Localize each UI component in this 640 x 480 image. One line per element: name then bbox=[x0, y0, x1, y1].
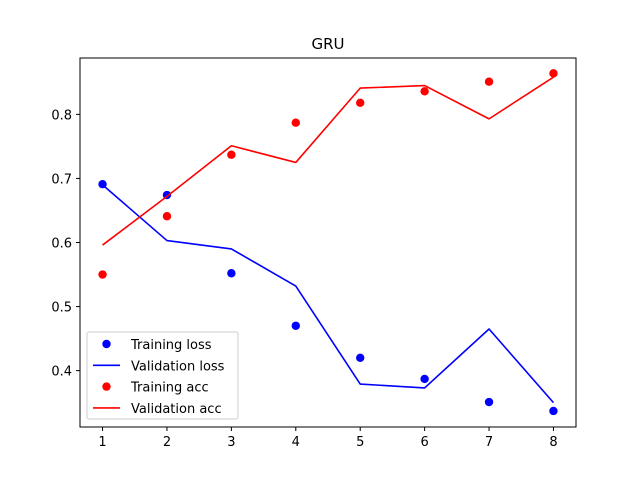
legend-swatch-0 bbox=[102, 339, 111, 349]
data-point-2-1 bbox=[162, 212, 172, 221]
x-tick-label-6: 7 bbox=[485, 435, 493, 450]
legend-label-3: Validation acc bbox=[131, 402, 222, 417]
data-point-0-2 bbox=[227, 269, 236, 278]
data-point-2-4 bbox=[356, 98, 365, 108]
series-line-3 bbox=[102, 76, 554, 246]
x-tick-label-3: 4 bbox=[292, 435, 300, 450]
y-tick-label-2: 0.6 bbox=[51, 237, 72, 252]
legend-label-1: Validation loss bbox=[131, 359, 225, 374]
data-point-2-7 bbox=[549, 69, 558, 78]
x-tick-label-0: 1 bbox=[98, 435, 106, 450]
data-point-2-0 bbox=[98, 270, 107, 279]
x-tick-label-5: 6 bbox=[420, 435, 428, 450]
y-tick-label-1: 0.5 bbox=[51, 301, 72, 316]
y-tick-label-4: 0.8 bbox=[51, 108, 72, 123]
data-point-2-6 bbox=[484, 77, 494, 86]
x-tick-label-4: 5 bbox=[356, 435, 364, 450]
legend: Training loss Validation loss Training acc… bbox=[86, 331, 239, 420]
data-point-0-4 bbox=[356, 353, 365, 363]
data-point-0-3 bbox=[291, 321, 300, 330]
data-point-2-2 bbox=[227, 150, 236, 159]
plot-area bbox=[98, 69, 558, 416]
legend-label-2: Training acc bbox=[130, 381, 209, 396]
x-tick-label-7: 8 bbox=[549, 435, 557, 450]
y-tick-label-0: 0.4 bbox=[51, 365, 72, 380]
series-line-1 bbox=[102, 184, 555, 404]
y-tick-label-3: 0.7 bbox=[51, 172, 72, 187]
legend-swatch-2 bbox=[102, 382, 111, 391]
data-point-2-5 bbox=[420, 87, 429, 96]
axes: 1 2 3 4 5 6 7 8 0.4 0.5 0.6 0.7 0.8 bbox=[51, 57, 577, 450]
x-tick-label-2: 3 bbox=[227, 435, 235, 450]
chart-title: GRU bbox=[311, 35, 344, 53]
data-point-0-7 bbox=[549, 406, 558, 416]
legend-box bbox=[86, 331, 239, 420]
data-point-2-3 bbox=[291, 118, 300, 127]
data-point-0-5 bbox=[420, 374, 429, 384]
legend-label-0: Training loss bbox=[130, 338, 212, 353]
data-point-0-6 bbox=[484, 397, 494, 407]
x-tick-label-1: 2 bbox=[163, 435, 171, 450]
